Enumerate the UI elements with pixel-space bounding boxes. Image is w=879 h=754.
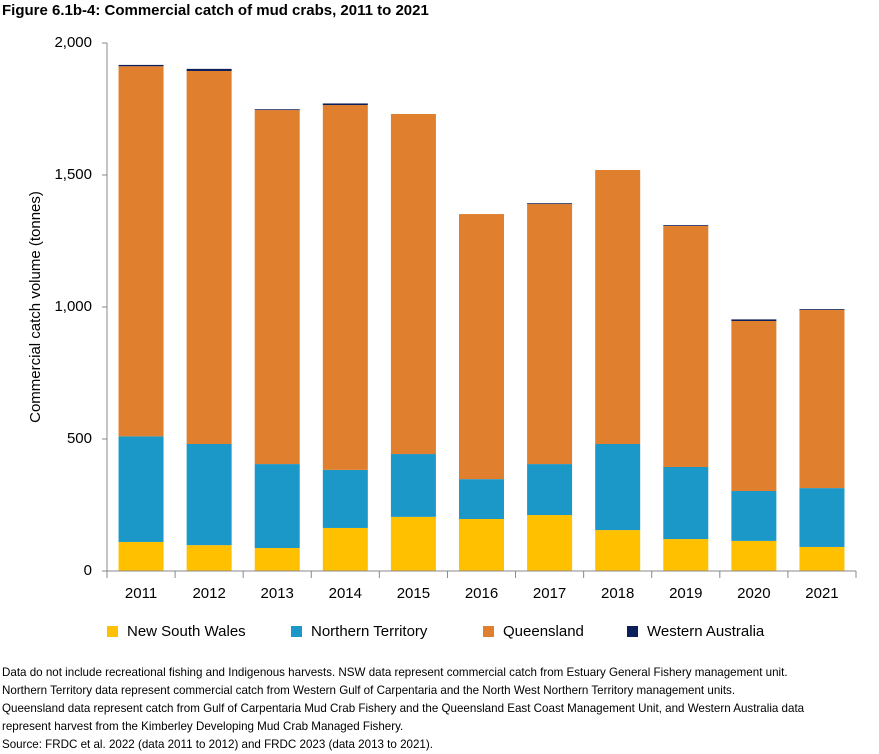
chart-title: Figure 6.1b-4: Commercial catch of mud c…: [2, 2, 429, 19]
legend-label: New South Wales: [127, 623, 246, 640]
bar-segment: [118, 66, 164, 437]
bar-segment: [731, 320, 777, 492]
x-tick-label: 2015: [397, 585, 430, 602]
bar-segment: [663, 539, 709, 571]
bar-segment: [595, 530, 641, 571]
bar-segment: [799, 546, 845, 571]
bar-segment: [663, 466, 709, 540]
bar-segment: [459, 518, 504, 571]
legend-swatch: [483, 626, 494, 637]
legend-label: Northern Territory: [311, 623, 428, 640]
bar-segment: [527, 464, 573, 516]
x-tick-label: 2013: [261, 585, 294, 602]
bar-segment: [118, 436, 164, 542]
bar-segment: [799, 488, 845, 547]
bar-segment: [595, 444, 641, 531]
bar-segment: [390, 516, 436, 571]
note: Queensland data represent catch from Gul…: [2, 702, 805, 715]
bar-segment: [118, 64, 164, 67]
y-axis-label: Commercial catch volume (tonnes): [27, 191, 44, 423]
bar-segment: [799, 309, 845, 489]
note: Source: FRDC et al. 2022 (data 2011 to 2…: [2, 738, 433, 751]
bar-segment: [459, 479, 504, 519]
bar-segment: [663, 225, 709, 467]
x-tick-label: 2011: [125, 585, 157, 602]
x-tick-label: 2014: [329, 585, 362, 602]
x-tick-label: 2018: [601, 585, 634, 602]
bar-segment: [186, 545, 232, 571]
y-tick-label: 1,500: [54, 166, 92, 183]
note: Northern Territory data represent commer…: [2, 684, 735, 697]
legend-swatch: [627, 626, 638, 637]
note: Data do not include recreational fishing…: [2, 666, 788, 679]
bar-segment: [322, 105, 368, 470]
note: represent harvest from the Kimberley Dev…: [2, 720, 403, 733]
y-tick-label: 2,000: [54, 34, 92, 51]
bar-segment: [254, 548, 300, 571]
x-tick-label: 2016: [465, 585, 498, 602]
bar-segment: [322, 103, 368, 106]
legend-swatch: [291, 626, 302, 637]
bar-segment: [254, 464, 300, 549]
legend-label: Queensland: [503, 623, 584, 640]
bar-segment: [731, 491, 777, 541]
bar-segment: [322, 527, 368, 571]
bar-segment: [527, 515, 573, 571]
y-tick-label: 0: [84, 562, 92, 579]
bar-segment: [186, 70, 232, 445]
bar-segment: [731, 319, 777, 321]
x-tick-label: 2012: [192, 585, 225, 602]
bar-segment: [663, 225, 709, 226]
bar-segment: [322, 469, 368, 528]
bar-segment: [118, 541, 164, 571]
y-tick-label: 1,000: [54, 298, 92, 315]
bar-segment: [390, 454, 436, 517]
y-tick-label: 500: [67, 430, 92, 447]
bar-segment: [731, 540, 777, 571]
x-tick-label: 2020: [737, 585, 770, 602]
legend-swatch: [107, 626, 118, 637]
bar-segment: [799, 309, 845, 310]
bar-segment: [254, 109, 300, 111]
bar-segment: [390, 114, 436, 455]
bar-segment: [527, 204, 573, 465]
x-tick-label: 2017: [533, 585, 566, 602]
bar-segment: [459, 214, 504, 480]
bar-segment: [186, 68, 232, 71]
bar-segment: [186, 444, 232, 546]
bar-segment: [595, 169, 641, 445]
bar-segment: [254, 110, 300, 465]
legend-label: Western Australia: [647, 623, 765, 640]
bar-segment: [527, 203, 573, 205]
x-tick-label: 2019: [669, 585, 702, 602]
x-tick-label: 2021: [805, 585, 838, 602]
